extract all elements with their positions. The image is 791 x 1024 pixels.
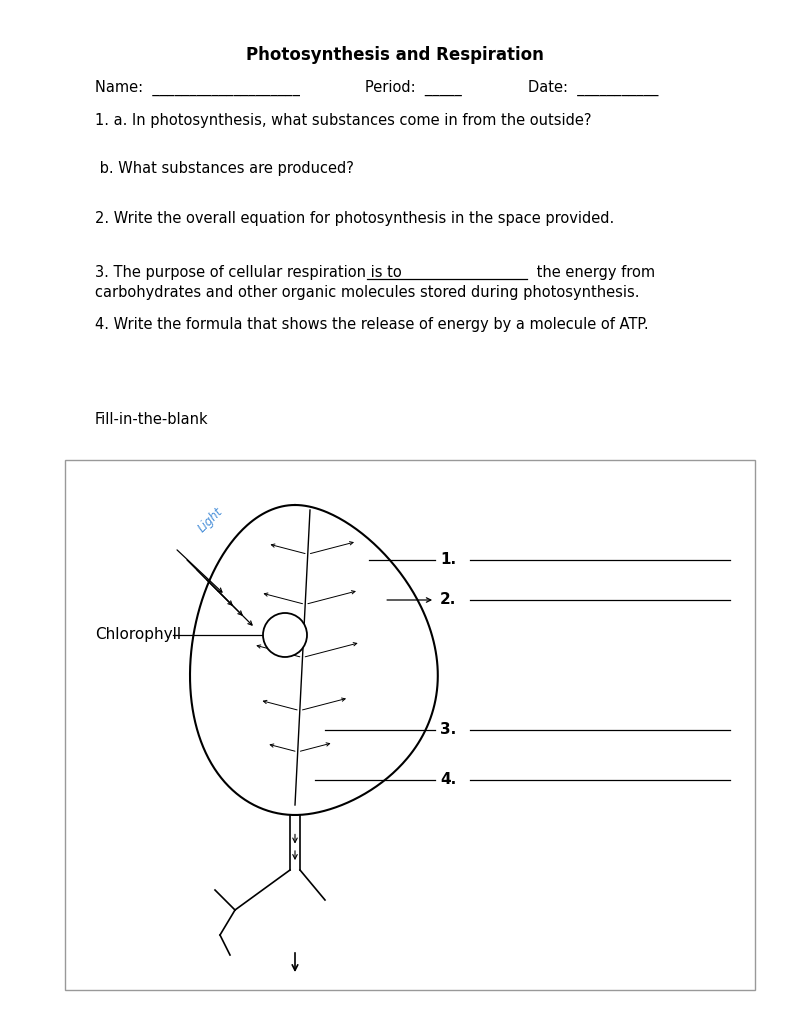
- Text: 2. Write the overall equation for photosynthesis in the space provided.: 2. Write the overall equation for photos…: [95, 211, 615, 225]
- Text: carbohydrates and other organic molecules stored during photosynthesis.: carbohydrates and other organic molecule…: [95, 285, 639, 299]
- Text: 3. The purpose of cellular respiration is to: 3. The purpose of cellular respiration i…: [95, 264, 407, 280]
- Bar: [65, 460, 755, 990]
- Circle shape: [263, 613, 307, 657]
- Text: Chlorophyll: Chlorophyll: [95, 628, 181, 642]
- Text: 1. a. In photosynthesis, what substances come in from the outside?: 1. a. In photosynthesis, what substances…: [95, 113, 592, 128]
- Text: Light: Light: [195, 505, 225, 535]
- Text: b. What substances are produced?: b. What substances are produced?: [95, 161, 354, 175]
- Text: 3.: 3.: [440, 723, 456, 737]
- Text: Period:  _____: Period: _____: [365, 80, 462, 96]
- Text: 2.: 2.: [440, 593, 456, 607]
- Text: 1.: 1.: [440, 553, 456, 567]
- Text: 4.: 4.: [440, 772, 456, 787]
- Text: Date:  ___________: Date: ___________: [528, 80, 658, 96]
- Text: 4. Write the formula that shows the release of energy by a molecule of ATP.: 4. Write the formula that shows the rele…: [95, 317, 649, 333]
- Text: Fill-in-the-blank: Fill-in-the-blank: [95, 413, 209, 427]
- Text: Photosynthesis and Respiration: Photosynthesis and Respiration: [246, 46, 544, 63]
- Text: the energy from: the energy from: [532, 264, 656, 280]
- Text: Name:  ____________________: Name: ____________________: [95, 80, 300, 96]
